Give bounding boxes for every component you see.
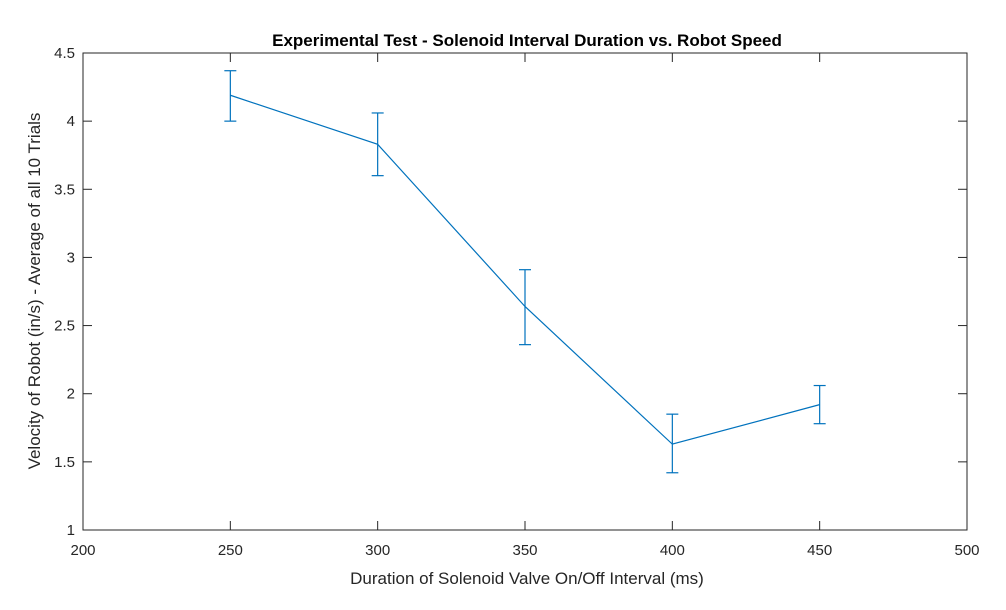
- x-tick-label: 400: [660, 542, 685, 559]
- y-tick-label: 1.5: [54, 454, 75, 471]
- y-tick-label: 4.5: [54, 45, 75, 62]
- y-tick-label: 3: [67, 249, 75, 266]
- y-tick-label: 1: [67, 522, 75, 539]
- x-tick-label: 300: [365, 542, 390, 559]
- y-tick-label: 2: [67, 386, 75, 403]
- x-tick-label: 200: [70, 542, 95, 559]
- x-axis-label: Duration of Solenoid Valve On/Off Interv…: [350, 569, 704, 588]
- x-tick-label: 450: [807, 542, 832, 559]
- y-tick-label: 4: [67, 113, 75, 130]
- y-axis-label: Velocity of Robot (in/s) - Average of al…: [25, 113, 44, 470]
- y-axis: 1 1.5 2 2.5 3 3.5 4 4.5: [54, 45, 967, 539]
- x-tick-label: 250: [218, 542, 243, 559]
- y-tick-label: 2.5: [54, 318, 75, 335]
- series-layer: [224, 70, 826, 474]
- y-tick-label: 3.5: [54, 181, 75, 198]
- x-axis: 200 250 300 350 400 450 500: [70, 53, 980, 559]
- chart-title: Experimental Test - Solenoid Interval Du…: [272, 31, 782, 50]
- x-tick-label: 500: [954, 542, 979, 559]
- x-tick-label: 350: [512, 542, 537, 559]
